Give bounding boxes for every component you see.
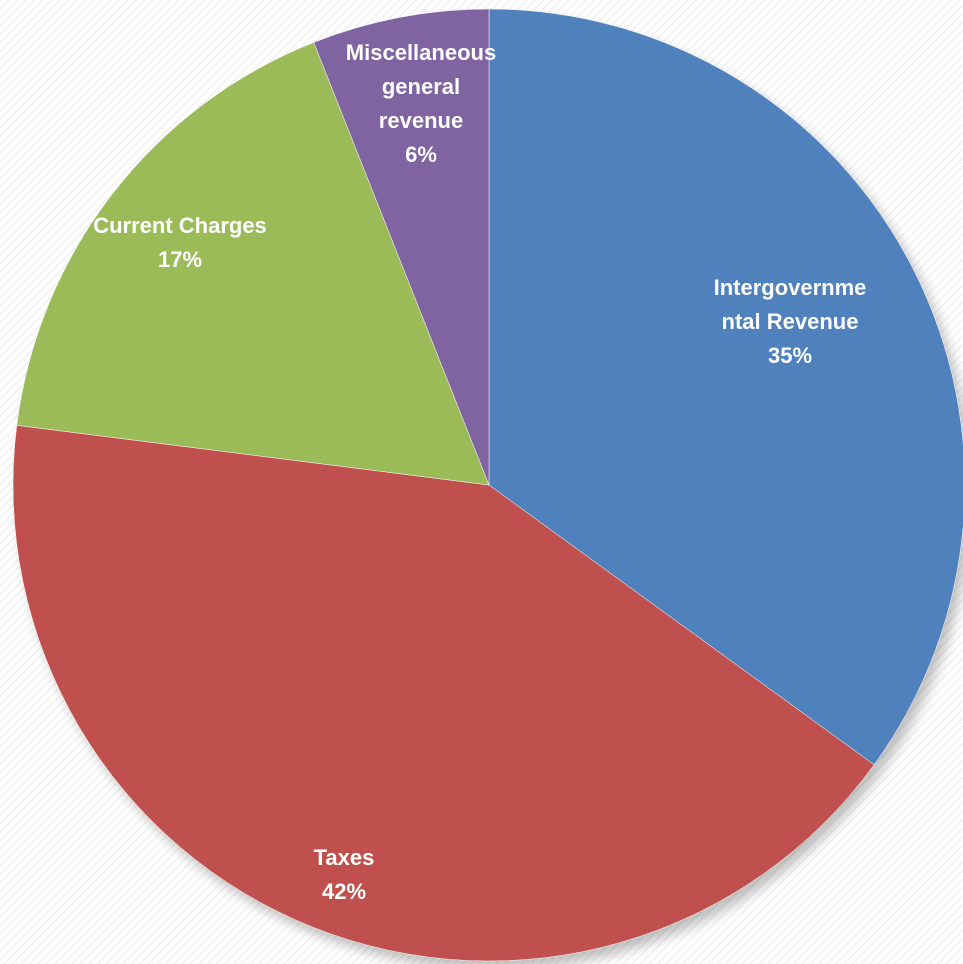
data-label-name: Taxes <box>314 845 375 870</box>
data-label-percent: 35% <box>768 343 812 368</box>
data-label-intergovernmental-revenue: Intergovernme ntal Revenue 35% <box>714 275 867 368</box>
data-label-current-charges: Current Charges 17% <box>93 213 267 272</box>
data-label-name: ntal Revenue <box>722 309 859 334</box>
pie-slice-intergovernmental-revenue <box>488 8 963 766</box>
data-label-taxes: Taxes 42% <box>314 845 375 904</box>
pie-slices <box>12 8 963 962</box>
data-label-miscellaneous-general-revenue: Miscellaneous general revenue 6% <box>346 40 496 167</box>
data-label-percent: 42% <box>322 879 366 904</box>
data-label-name: Miscellaneous <box>346 40 496 65</box>
data-label-percent: 6% <box>405 142 437 167</box>
data-label-percent: 17% <box>158 247 202 272</box>
pie-slice-miscellaneous-general-revenue <box>313 8 490 486</box>
data-label-name: Current Charges <box>93 213 267 238</box>
pie-slice-current-charges <box>16 42 490 486</box>
data-label-name: general <box>382 74 460 99</box>
data-label-name: revenue <box>379 108 463 133</box>
data-label-name: Intergovernme <box>714 275 867 300</box>
pie-labels: Intergovernme ntal Revenue 35% Taxes 42% Curr… <box>93 40 866 904</box>
pie-slice-taxes <box>12 425 875 962</box>
